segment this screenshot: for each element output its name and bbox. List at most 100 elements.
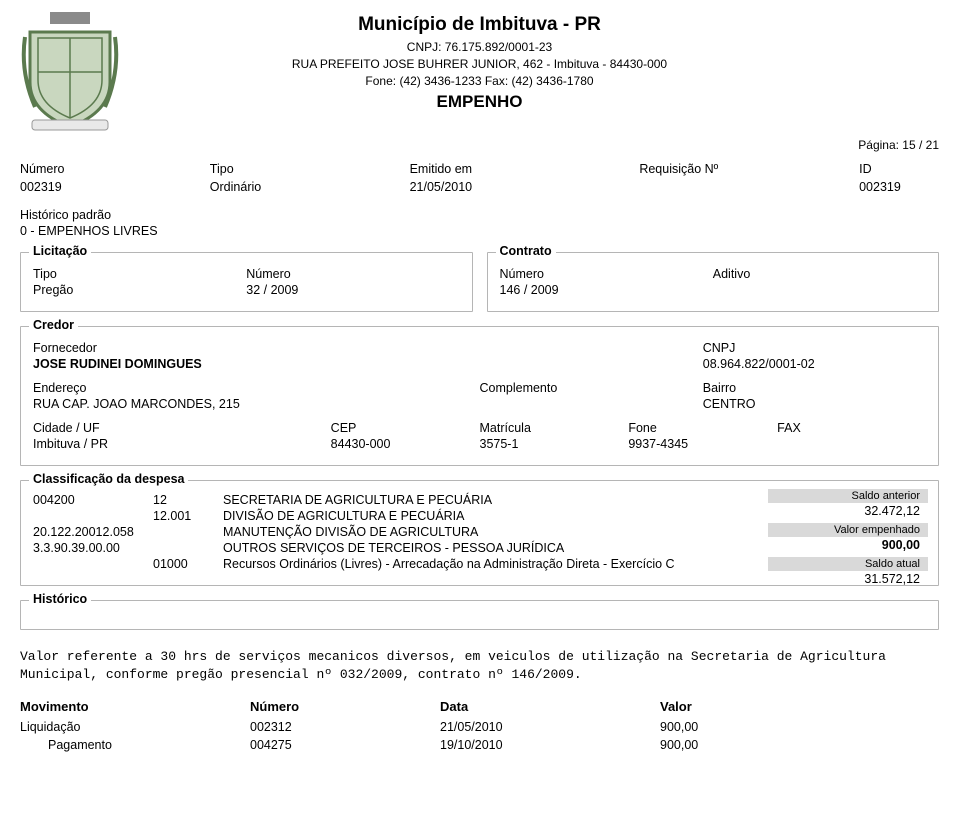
value-emitido: 21/05/2010: [410, 180, 640, 194]
classificacao-mid: 12.001: [153, 509, 223, 523]
legend-contrato: Contrato: [496, 244, 556, 258]
contrato-aditivo-label: Aditivo: [713, 267, 926, 281]
historico-text: Valor referente a 30 hrs de serviços mec…: [20, 648, 939, 683]
movimento-cell-c1: Pagamento: [20, 738, 250, 752]
classificacao-desc: OUTROS SERVIÇOS DE TERCEIROS - PESSOA JU…: [223, 541, 564, 555]
page-number: Página: 15 / 21: [20, 138, 939, 152]
legend-licitacao: Licitação: [29, 244, 91, 258]
contrato-numero-value: 146 / 2009: [500, 283, 713, 297]
classificacao-mid: [153, 525, 223, 539]
licitacao-tipo-value: Pregão: [33, 283, 246, 297]
bairro-label: Bairro: [703, 381, 926, 395]
mov-header-movimento: Movimento: [20, 699, 250, 714]
classificacao-desc: DIVISÃO DE AGRICULTURA E PECUÁRIA: [223, 509, 465, 523]
movimento-cell-c3: 19/10/2010: [440, 738, 660, 752]
cidade-value: Imbituva / PR: [33, 437, 331, 451]
classificacao-line: 12.001DIVISÃO DE AGRICULTURA E PECUÁRIA: [33, 509, 756, 523]
valor-empenhado-value: 900,00: [768, 538, 928, 556]
classificacao-mid: 01000: [153, 557, 223, 571]
value-id: 002319: [859, 180, 939, 194]
municipality-crest-icon: [20, 12, 120, 132]
bairro-value: CENTRO: [703, 397, 926, 411]
fax-label: FAX: [777, 421, 926, 435]
label-tipo: Tipo: [210, 162, 410, 176]
group-historico: Histórico: [20, 600, 939, 630]
credor-cnpj-value: 08.964.822/0001-02: [703, 357, 926, 371]
group-contrato: Contrato Número 146 / 2009 Aditivo: [487, 252, 940, 312]
classificacao-code: 20.122.20012.058: [33, 525, 153, 539]
classificacao-line: 3.3.90.39.00.00 OUTROS SERVIÇOS DE TERCEI…: [33, 541, 756, 555]
classificacao-code: [33, 509, 153, 523]
licitacao-numero-value: 32 / 2009: [246, 283, 459, 297]
group-licitacao: Licitação Tipo Pregão Número 32 / 2009: [20, 252, 473, 312]
group-classificacao: Classificação da despesa Saldo anterior …: [20, 480, 939, 586]
fornecedor-value: JOSE RUDINEI DOMINGUES: [33, 357, 703, 371]
classificacao-desc: SECRETARIA DE AGRICULTURA E PECUÁRIA: [223, 493, 492, 507]
cidade-label: Cidade / UF: [33, 421, 331, 435]
endereco-value: RUA CAP. JOAO MARCONDES, 215: [33, 397, 480, 411]
value-numero: 002319: [20, 180, 210, 194]
saldo-atual-label: Saldo atual: [768, 557, 928, 571]
valor-empenhado-label: Valor empenhado: [768, 523, 928, 537]
header-address: RUA PREFEITO JOSE BUHRER JUNIOR, 462 - I…: [120, 57, 839, 71]
label-numero: Número: [20, 162, 210, 176]
matricula-label: Matrícula: [480, 421, 629, 435]
movimento-cell-c4: 900,00: [660, 720, 820, 734]
movimento-cell-c2: 004275: [250, 738, 440, 752]
saldo-badges: Saldo anterior 32.472,12 Valor empenhado…: [768, 489, 928, 590]
mov-header-numero: Número: [250, 699, 440, 714]
historico-padrao-block: Histórico padrão 0 - EMPENHOS LIVRES: [20, 208, 939, 238]
historico-padrao-label: Histórico padrão: [20, 208, 939, 222]
endereco-label: Endereço: [33, 381, 480, 395]
movimento-header: Movimento Número Data Valor: [20, 699, 939, 714]
summary-value-row: 002319 Ordinário 21/05/2010 002319: [20, 180, 939, 194]
historico-padrao-value: 0 - EMPENHOS LIVRES: [20, 224, 939, 238]
movimento-row: Liquidação00231221/05/2010900,00: [20, 718, 939, 736]
legend-credor: Credor: [29, 318, 78, 332]
classificacao-code: 3.3.90.39.00.00: [33, 541, 153, 555]
document-title: EMPENHO: [120, 92, 839, 112]
saldo-atual-value: 31.572,12: [768, 572, 928, 590]
movimento-cell-c3: 21/05/2010: [440, 720, 660, 734]
label-emitido: Emitido em: [410, 162, 640, 176]
licitacao-tipo-label: Tipo: [33, 267, 246, 281]
contrato-numero-label: Número: [500, 267, 713, 281]
header-center: Município de Imbituva - PR CNPJ: 76.175.…: [120, 12, 839, 112]
classificacao-desc: Recursos Ordinários (Livres) - Arrecadaç…: [223, 557, 675, 571]
cep-value: 84430-000: [331, 437, 480, 451]
group-credor: Credor Fornecedor JOSE RUDINEI DOMINGUES…: [20, 326, 939, 466]
value-tipo: Ordinário: [210, 180, 410, 194]
credor-cnpj-label: CNPJ: [703, 341, 926, 355]
legend-classificacao: Classificação da despesa: [29, 472, 188, 486]
movimento-cell-c1: Liquidação: [20, 720, 250, 734]
municipality-title: Município de Imbituva - PR: [120, 14, 839, 36]
classificacao-line: 00420012SECRETARIA DE AGRICULTURA E PECU…: [33, 493, 756, 507]
movimento-cell-c2: 002312: [250, 720, 440, 734]
movimento-rows: Liquidação00231221/05/2010900,00Pagament…: [20, 718, 939, 754]
classificacao-code: 004200: [33, 493, 153, 507]
header-cnpj: CNPJ: 76.175.892/0001-23: [120, 40, 839, 54]
classificacao-line: 01000Recursos Ordinários (Livres) - Arre…: [33, 557, 756, 571]
complemento-label: Complemento: [480, 381, 703, 395]
saldo-anterior-value: 32.472,12: [768, 504, 928, 522]
movimento-cell-c4: 900,00: [660, 738, 820, 752]
licitacao-numero-label: Número: [246, 267, 459, 281]
legend-historico: Histórico: [29, 592, 91, 606]
mov-header-data: Data: [440, 699, 660, 714]
movimento-row: Pagamento00427519/10/2010900,00: [20, 736, 939, 754]
matricula-value: 3575-1: [480, 437, 629, 451]
classificacao-line: 20.122.20012.058MANUTENÇÃO DIVISÃO DE AG…: [33, 525, 756, 539]
fone-label: Fone: [628, 421, 777, 435]
cep-label: CEP: [331, 421, 480, 435]
classificacao-code: [33, 557, 153, 571]
fornecedor-label: Fornecedor: [33, 341, 703, 355]
mov-header-valor: Valor: [660, 699, 820, 714]
classificacao-mid: 12: [153, 493, 223, 507]
label-req: Requisição Nº: [639, 162, 859, 176]
document-header: Município de Imbituva - PR CNPJ: 76.175.…: [20, 12, 939, 132]
header-phones: Fone: (42) 3436-1233 Fax: (42) 3436-1780: [120, 74, 839, 88]
saldo-anterior-label: Saldo anterior: [768, 489, 928, 503]
summary-header-row: Número Tipo Emitido em Requisição Nº ID: [20, 162, 939, 178]
label-id: ID: [859, 162, 939, 176]
classificacao-mid: [153, 541, 223, 555]
